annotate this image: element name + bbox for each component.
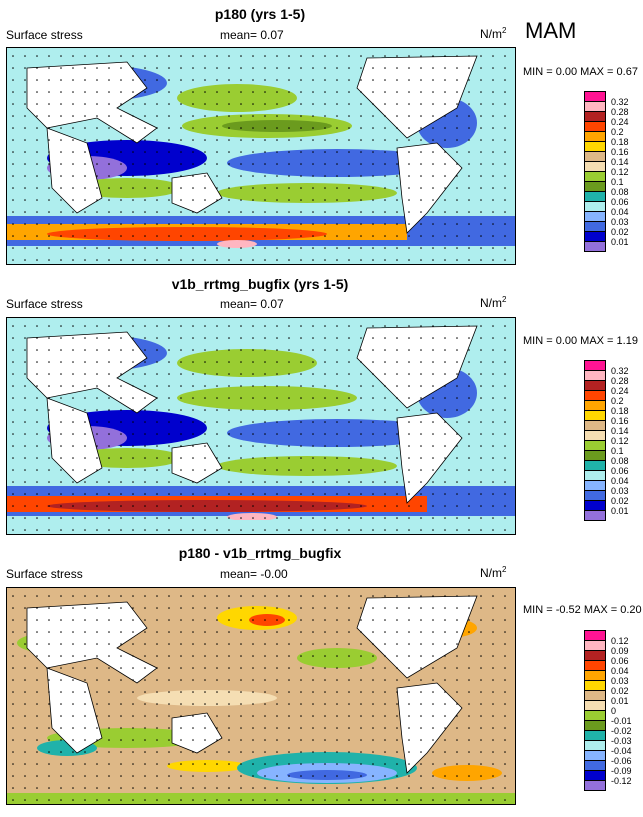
- panel-3-legend-label: 0.06: [611, 656, 629, 666]
- panel-2-legend-label: 0.12: [611, 436, 629, 446]
- panel-3-legend-label: 0.01: [611, 696, 629, 706]
- panel-3-legend-label: -0.03: [611, 736, 632, 746]
- panel-2-map: [6, 317, 516, 535]
- panel-3-map-svg: [7, 588, 515, 804]
- panel-2-legend-label: 0.18: [611, 406, 629, 416]
- panel-2-legend-label: 0.16: [611, 416, 629, 426]
- panel-1-legend-label: 0.03: [611, 217, 629, 227]
- panel-3-minmax: MIN = -0.52 MAX = 0.20: [523, 604, 642, 616]
- panel-3-legend-label: 0.09: [611, 646, 629, 656]
- wind-vector-grid: [12, 55, 506, 261]
- panel-1-legend-label: 0.2: [611, 127, 624, 137]
- panel-1-legend-label: 0.28: [611, 107, 629, 117]
- panel-1-legend-label: 0.24: [611, 117, 629, 127]
- panel-2-minmax: MIN = 0.00 MAX = 1.19: [523, 335, 638, 347]
- panel-1-mean: mean= 0.07: [220, 28, 284, 42]
- panel-1-legend-label: 0.01: [611, 237, 629, 247]
- panel-2-swatch: [584, 510, 606, 521]
- panel-1-variable: Surface stress: [6, 28, 83, 42]
- panel-2-legend-label: 0.14: [611, 426, 629, 436]
- panel-2-legend-label: 0.02: [611, 496, 629, 506]
- panel-1-legend-label: 0.16: [611, 147, 629, 157]
- panel-1-title: p180 (yrs 1-5): [214, 6, 306, 22]
- panel-3-mean: mean= -0.00: [220, 567, 288, 581]
- panel-3-legend-label: -0.02: [611, 726, 632, 736]
- panel-2-mean: mean= 0.07: [220, 297, 284, 311]
- panel-2-legend-label: 0.03: [611, 486, 629, 496]
- wind-vector-grid: [12, 595, 506, 801]
- panel-3-variable: Surface stress: [6, 567, 83, 581]
- panel-1-units: N/m2: [480, 26, 507, 41]
- panel-3-title: p180 - v1b_rrtmg_bugfix: [178, 545, 342, 561]
- panel-3-legend-label: 0.03: [611, 676, 629, 686]
- panel-3-legend-label: -0.01: [611, 716, 632, 726]
- panel-2-legend-label: 0.1: [611, 446, 624, 456]
- panel-1-legend-label: 0.14: [611, 157, 629, 167]
- panel-1-legend-label: 0.1: [611, 177, 624, 187]
- panel-1-legend-label: 0.32: [611, 97, 629, 107]
- panel-3-legend-label: -0.04: [611, 746, 632, 756]
- panel-2-colorbar: [584, 360, 606, 521]
- panel-2-legend-label: 0.08: [611, 456, 629, 466]
- panel-2-map-svg: [7, 318, 515, 534]
- panel-2-legend-label: 0.24: [611, 386, 629, 396]
- wind-vector-grid: [12, 325, 506, 531]
- panel-1-minmax: MIN = 0.00 MAX = 0.67: [523, 66, 638, 78]
- panel-1-legend-label: 0.12: [611, 167, 629, 177]
- panel-2-title: v1b_rrtmg_bugfix (yrs 1-5): [171, 276, 349, 292]
- panel-3-legend-label: -0.06: [611, 756, 632, 766]
- panel-1-swatch: [584, 241, 606, 252]
- panel-3-map: [6, 587, 516, 805]
- panel-3-units: N/m2: [480, 565, 507, 580]
- panel-3-legend-label: -0.12: [611, 776, 632, 786]
- panel-3-legend-label: 0: [611, 706, 617, 716]
- panel-2-variable: Surface stress: [6, 297, 83, 311]
- panel-1-map-svg: [7, 48, 515, 264]
- season-label: MAM: [525, 18, 577, 43]
- panel-3-legend-label: 0.02: [611, 686, 629, 696]
- panel-2-legend-label: 0.04: [611, 476, 629, 486]
- panel-1-legend-label: 0.08: [611, 187, 629, 197]
- panel-2-legend-label: 0.01: [611, 506, 629, 516]
- panel-2-legend-label: 0.32: [611, 366, 629, 376]
- panel-3-legend-label: 0.12: [611, 636, 629, 646]
- panel-3-swatch: [584, 780, 606, 791]
- panel-2-legend-label: 0.2: [611, 396, 624, 406]
- panel-3-legend-label: -0.09: [611, 766, 632, 776]
- panel-3-colorbar: [584, 630, 606, 791]
- panel-1-legend-label: 0.04: [611, 207, 629, 217]
- panel-2-legend-label: 0.28: [611, 376, 629, 386]
- panel-1-legend-label: 0.02: [611, 227, 629, 237]
- panel-2-units: N/m2: [480, 295, 507, 310]
- panel-1-colorbar: [584, 91, 606, 252]
- panel-3-legend-label: 0.04: [611, 666, 629, 676]
- panel-2-legend-label: 0.06: [611, 466, 629, 476]
- panel-1-map: [6, 47, 516, 265]
- panel-1-legend-label: 0.06: [611, 197, 629, 207]
- panel-1-legend-label: 0.18: [611, 137, 629, 147]
